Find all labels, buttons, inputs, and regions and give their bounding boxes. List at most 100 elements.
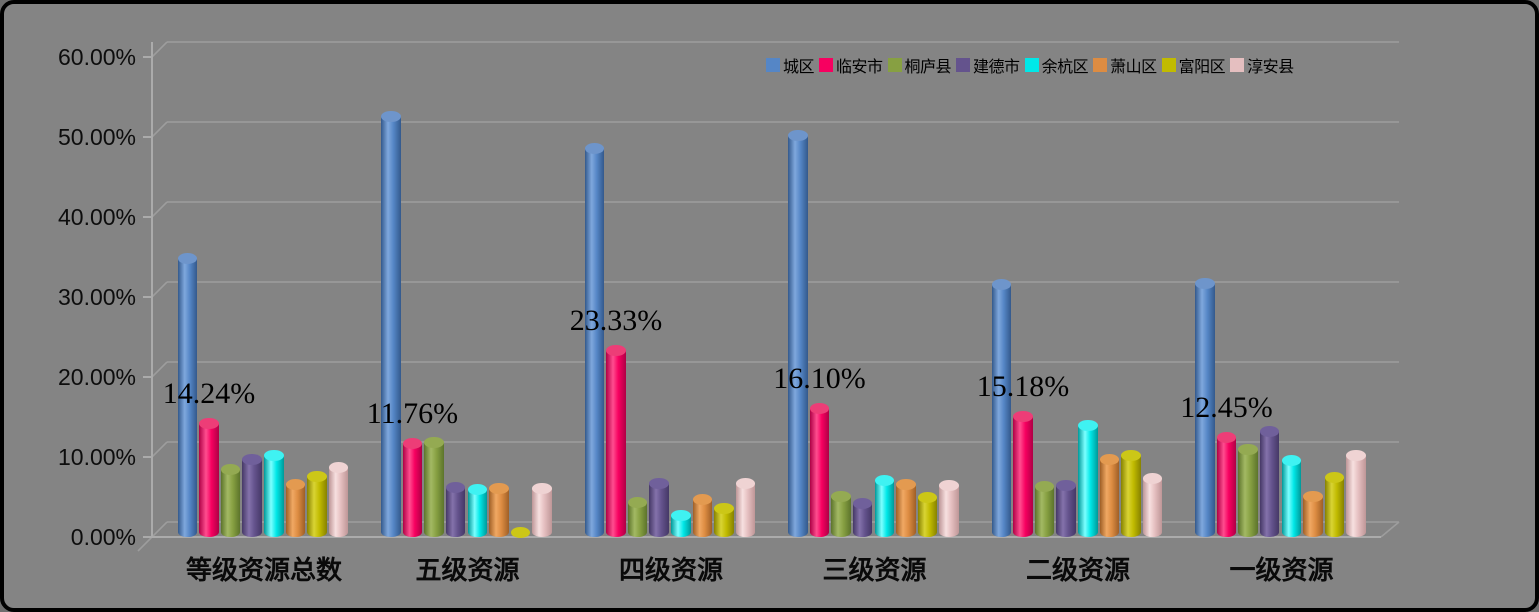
legend-item-建德市: 建德市 — [956, 53, 1020, 77]
cylinder-cap — [714, 503, 734, 515]
cylinder-cap — [649, 478, 669, 490]
bar-淳安县-五级资源 — [532, 483, 552, 537]
bar-临安市-三级资源 — [809, 403, 830, 537]
cylinder-cap — [735, 477, 756, 489]
plot-axes-and-gridlines — [137, 41, 1400, 552]
bar-余杭区-一级资源 — [1281, 455, 1301, 537]
legend-item-余杭区: 余杭区 — [1024, 53, 1089, 77]
y-tick-label: 60.00% — [57, 44, 136, 70]
legend: 城区 临安市 桐庐县 建德市 余杭区 萧山区 富阳区 淳安县 — [766, 53, 1294, 77]
bar-桐庐县-四级资源 — [627, 496, 648, 537]
category-label-一级资源: 一级资源 — [1229, 555, 1334, 585]
cylinder-cap — [671, 510, 691, 522]
bar-临安市-四级资源 — [606, 345, 626, 537]
bar-桐庐县-五级资源 — [424, 436, 444, 537]
cylinder-cap — [1142, 472, 1163, 484]
legend-marker-淳安县 — [1230, 58, 1245, 72]
y-tick-label: 40.00% — [57, 204, 136, 230]
cylinder-cap — [1078, 420, 1098, 431]
bar-富阳区-三级资源 — [917, 492, 938, 537]
cylinder-cap — [328, 462, 349, 474]
data-label-五级资源: 11.76% — [366, 396, 459, 430]
legend-label-桐庐县: 桐庐县 — [904, 59, 952, 76]
category-label-五级资源: 五级资源 — [415, 555, 520, 585]
cylinder-cap — [788, 129, 808, 141]
legend-marker-萧山区 — [1093, 58, 1108, 72]
bar-余杭区-等级资源总数 — [264, 449, 284, 537]
cylinder-cap — [1195, 277, 1215, 289]
category-label-三级资源: 三级资源 — [822, 555, 927, 585]
cylinder-cap — [1056, 480, 1076, 491]
cylinder-cap — [532, 483, 552, 495]
bar-城区-三级资源 — [788, 129, 808, 537]
bar-城区-等级资源总数 — [177, 252, 198, 537]
bar-萧山区-一级资源 — [1303, 491, 1323, 537]
bar-建德市-三级资源 — [852, 497, 873, 537]
bar-临安市-一级资源 — [1216, 432, 1237, 537]
bar-城区-四级资源 — [584, 143, 605, 537]
cylinder-cap — [991, 279, 1012, 291]
cylinder-cap — [177, 252, 198, 264]
legend-marker-余杭区 — [1024, 58, 1039, 72]
cylinder-cap — [606, 345, 626, 357]
bar-富阳区-四级资源 — [714, 503, 734, 537]
bar-城区-二级资源 — [991, 279, 1012, 537]
cylinder-cap — [381, 111, 401, 123]
legend-label-萧山区: 萧山区 — [1110, 59, 1157, 76]
cylinder-cap — [896, 479, 916, 491]
bar-建德市-二级资源 — [1056, 480, 1076, 537]
cylinder-cap — [402, 437, 423, 449]
category-label-二级资源: 二级资源 — [1025, 555, 1131, 585]
cylinder-cap — [809, 403, 830, 415]
cylinder-cap — [489, 483, 509, 495]
cylinder-cap — [510, 527, 531, 539]
legend-item-桐庐县: 桐庐县 — [887, 53, 952, 77]
bar-萧山区-二级资源 — [1099, 453, 1120, 537]
legend-label-淳安县: 淳安县 — [1247, 59, 1294, 76]
legend-label-富阳区: 富阳区 — [1178, 59, 1226, 76]
bar-萧山区-四级资源 — [692, 494, 713, 537]
category-label-四级资源: 四级资源 — [618, 555, 724, 585]
legend-label-城区: 城区 — [783, 59, 815, 76]
cylinder-cap — [1013, 410, 1033, 422]
cylinder-cap — [1216, 432, 1237, 444]
legend-item-萧山区: 萧山区 — [1093, 53, 1157, 77]
legend-item-富阳区: 富阳区 — [1161, 53, 1226, 77]
cylinder-cap — [307, 471, 327, 483]
bar-桐庐县-一级资源 — [1238, 444, 1258, 537]
bar-桐庐县-三级资源 — [831, 491, 851, 537]
legend-item-城区: 城区 — [766, 53, 815, 77]
data-label-三级资源: 16.10% — [773, 362, 866, 396]
data-label-等级资源总数: 14.24% — [162, 377, 256, 411]
bar-淳安县-一级资源 — [1346, 449, 1366, 537]
legend-label-余杭区: 余杭区 — [1041, 59, 1089, 76]
legend-item-临安市: 临安市 — [819, 53, 883, 77]
y-tick-label: 20.00% — [57, 364, 136, 390]
cylinder-cap — [584, 143, 605, 155]
cylinder-cap — [831, 491, 851, 503]
cylinder-cap — [220, 464, 241, 475]
cylinder-cap — [1099, 453, 1120, 465]
bar-萧山区-三级资源 — [896, 479, 916, 537]
cylinder-cap — [1034, 480, 1055, 492]
cylinder-cap — [627, 496, 648, 508]
data-label-二级资源: 15.18% — [976, 369, 1070, 403]
data-label-一级资源: 12.45% — [1180, 391, 1273, 425]
y-tick-label: 50.00% — [57, 124, 136, 150]
cylinder-cap — [917, 492, 938, 503]
bar-萧山区-五级资源 — [489, 483, 509, 537]
cylinder-cap — [1324, 472, 1345, 483]
cylinder-cap — [1281, 455, 1301, 467]
bar-城区-五级资源 — [381, 111, 401, 537]
cylinder-cap — [874, 475, 894, 487]
cylinder-cap — [445, 482, 466, 494]
bar-富阳区-等级资源总数 — [307, 471, 327, 537]
legend-marker-桐庐县 — [887, 58, 902, 72]
bar-富阳区-一级资源 — [1324, 472, 1345, 537]
y-tick-label: 0.00% — [70, 524, 136, 550]
bar-余杭区-五级资源 — [467, 484, 487, 537]
cylinder-cap — [852, 497, 873, 509]
bar-淳安县-四级资源 — [735, 477, 756, 537]
bar-桐庐县-等级资源总数 — [220, 464, 241, 537]
bar-富阳区-二级资源 — [1121, 449, 1141, 537]
